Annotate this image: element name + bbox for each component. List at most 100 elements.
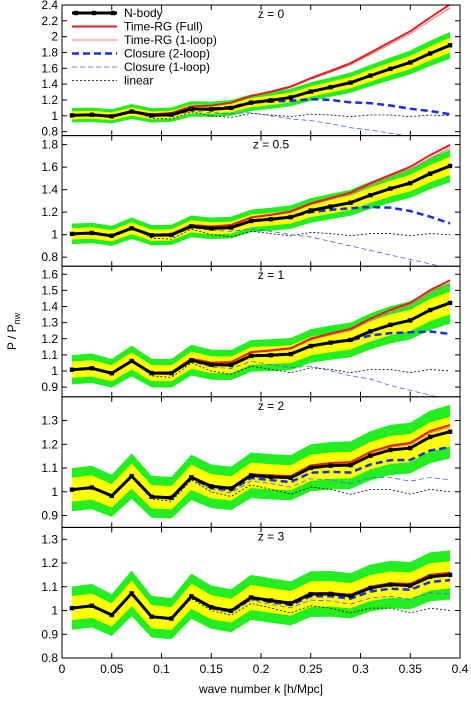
marker <box>368 329 373 334</box>
y-tick-label: 1.1 <box>41 461 58 475</box>
series-line <box>71 205 451 238</box>
y-tick-label: 1.3 <box>41 316 58 330</box>
y-tick-label: 0.8 <box>41 651 58 665</box>
marker <box>288 601 294 606</box>
marker <box>89 230 95 236</box>
marker <box>69 487 75 492</box>
x-tick-label: 0.35 <box>399 662 423 676</box>
marker <box>189 475 194 480</box>
x-tick-label: 0.25 <box>299 662 323 676</box>
marker <box>388 447 393 453</box>
panel <box>69 279 453 397</box>
marker <box>129 109 134 114</box>
marker <box>308 591 313 597</box>
y-tick-label: 1.4 <box>41 77 58 91</box>
marker <box>368 73 373 78</box>
marker <box>169 495 174 500</box>
x-tick-label: 0.2 <box>253 662 270 676</box>
y-tick-label: 1.6 <box>41 61 58 75</box>
y-tick-label: 1 <box>51 604 58 618</box>
error-band <box>71 282 451 388</box>
legend-label: N-body <box>124 6 163 20</box>
y-tick-label: 1.1 <box>41 348 58 362</box>
marker <box>109 114 114 119</box>
y-tick-label: 1.6 <box>41 160 58 174</box>
marker <box>89 366 95 371</box>
plot-frame <box>61 135 461 267</box>
marker <box>268 217 274 222</box>
marker <box>89 485 95 490</box>
marker <box>447 429 453 434</box>
y-axis-title-main: P / P <box>5 324 19 350</box>
marker <box>149 113 154 118</box>
marker <box>388 322 393 328</box>
marker <box>348 200 353 205</box>
y-tick-label: 1.5 <box>41 283 58 297</box>
y-tick-label: 1.6 <box>41 267 58 281</box>
marker <box>427 574 433 579</box>
marker <box>89 603 95 608</box>
y-tick-label: 1.2 <box>41 332 58 346</box>
series-line <box>71 301 451 375</box>
error-band <box>71 416 451 510</box>
marker <box>268 474 274 480</box>
marker <box>268 98 274 103</box>
x-tick-label: 0 <box>59 662 66 676</box>
marker <box>408 60 413 65</box>
x-tick-label: 0.4 <box>452 662 469 676</box>
marker <box>209 484 214 489</box>
y-tick-label: 1.2 <box>41 556 58 570</box>
marker <box>408 445 413 451</box>
y-tick-label: 1 <box>51 109 58 123</box>
marker <box>368 585 373 591</box>
marker <box>69 113 75 118</box>
y-tick-label: 0.8 <box>41 250 58 264</box>
marker <box>248 595 254 600</box>
marker <box>447 43 453 48</box>
series-line <box>71 578 451 621</box>
marker <box>328 340 333 345</box>
marker <box>109 233 114 239</box>
marker <box>228 608 234 613</box>
marker <box>69 605 75 611</box>
marker <box>228 105 234 111</box>
marker <box>288 351 294 357</box>
panel <box>69 550 453 640</box>
marker <box>388 66 393 72</box>
panel <box>69 404 453 519</box>
marker <box>228 486 234 491</box>
marker <box>288 475 294 480</box>
marker <box>248 218 254 224</box>
marker <box>348 80 353 85</box>
marker <box>209 226 214 231</box>
marker <box>447 300 453 306</box>
marker <box>408 318 413 323</box>
error-band <box>71 37 451 121</box>
marker <box>189 224 194 229</box>
marker <box>328 591 333 597</box>
marker <box>248 473 254 478</box>
y-tick-label: 1.3 <box>41 414 58 428</box>
marker <box>169 112 174 117</box>
marker <box>328 463 333 468</box>
marker <box>268 353 274 358</box>
marker <box>368 192 373 198</box>
panel-label: z = 0.5 <box>253 138 290 152</box>
y-tick-label: 2.2 <box>41 14 58 28</box>
y-tick-label: 1 <box>51 485 58 499</box>
marker <box>189 106 194 112</box>
y-tick-label: 1.2 <box>41 205 58 219</box>
marker <box>368 453 373 458</box>
marker <box>69 231 75 237</box>
marker <box>129 591 134 596</box>
marker <box>69 367 75 372</box>
marker <box>149 614 154 619</box>
marker <box>129 358 134 364</box>
legend-label: Closure (2-loop) <box>124 47 210 61</box>
panel-label: z = 3 <box>258 529 285 543</box>
y-tick-label: 0.9 <box>41 627 58 641</box>
legend-label: linear <box>124 74 153 88</box>
marker <box>427 171 433 176</box>
legend-marker <box>73 10 79 16</box>
